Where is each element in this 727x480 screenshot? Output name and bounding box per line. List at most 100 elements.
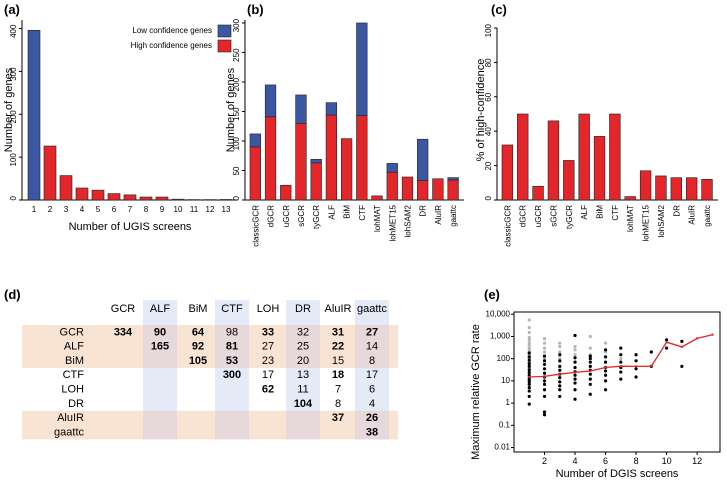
table-cell: 22 xyxy=(332,341,344,353)
x-tick-label: 6 xyxy=(112,205,117,214)
overlap-shade xyxy=(286,325,320,368)
panel-label: (c) xyxy=(491,2,507,17)
legend-label-low: Low confidence genes xyxy=(132,26,212,35)
x-tick-label: dGCR xyxy=(267,205,276,227)
x-tick-label: sGCR xyxy=(549,205,558,227)
trend-point xyxy=(604,366,607,369)
x-tick-label: lohSAM2 xyxy=(657,204,666,237)
bar xyxy=(639,170,652,201)
bar-high xyxy=(75,187,89,201)
y-tick-label: 1,000 xyxy=(490,332,511,341)
column-header: GCR xyxy=(111,303,136,315)
gray-point xyxy=(558,344,562,349)
bar-low xyxy=(386,163,398,173)
bar-high xyxy=(123,194,137,201)
table-cell: 27 xyxy=(262,341,274,353)
y-tick-label: 10 xyxy=(501,376,510,385)
bar xyxy=(578,113,590,201)
table-cell: 26 xyxy=(366,412,378,424)
x-tick-label: 6 xyxy=(603,456,608,466)
black-point xyxy=(603,355,608,359)
black-point xyxy=(573,397,577,401)
bar-high xyxy=(386,171,398,201)
gray-point xyxy=(542,336,547,341)
black-point xyxy=(619,370,623,374)
gray-point xyxy=(542,341,547,345)
bar xyxy=(547,120,560,201)
black-point xyxy=(573,377,577,381)
black-point xyxy=(527,358,531,362)
gray-point xyxy=(558,341,562,345)
panel-c: (c) 0 20 40 60 80 100 classicGCR dGCR uGCR sGCR tyG… xyxy=(475,2,718,247)
x-tick-label: 4 xyxy=(80,205,85,214)
table-cell: 32 xyxy=(297,326,309,338)
bar xyxy=(609,113,621,201)
black-point xyxy=(542,388,547,392)
black-point xyxy=(527,368,531,372)
x-tick-label: AluIR xyxy=(434,205,443,225)
panel-label: (d) xyxy=(4,287,21,302)
legend-label-high: High confidence genes xyxy=(131,41,212,50)
black-point xyxy=(558,394,562,399)
y-tick-label: 400 xyxy=(9,24,18,38)
panel-label: (e) xyxy=(484,287,500,302)
y-axis-label: % of high-confidence xyxy=(475,59,487,162)
black-point xyxy=(573,333,577,338)
black-point xyxy=(573,360,577,364)
gray-point xyxy=(619,357,623,361)
x-tick-label: BiM xyxy=(596,205,605,219)
black-point xyxy=(542,362,547,367)
bar-high xyxy=(43,145,57,201)
legend-swatch-low xyxy=(217,24,232,38)
black-point xyxy=(542,394,547,399)
x-tick-label: 10 xyxy=(662,456,672,466)
bar-low xyxy=(249,133,261,148)
black-point xyxy=(573,365,577,370)
trend-point xyxy=(711,333,714,336)
table-cell: 64 xyxy=(192,326,205,338)
black-point xyxy=(588,382,592,386)
panel-label: (a) xyxy=(4,2,20,17)
x-tick-label: tyGCR xyxy=(565,205,574,229)
trend-point xyxy=(650,364,653,368)
table-cell: 334 xyxy=(114,326,133,338)
trend-point xyxy=(634,365,638,368)
bar xyxy=(501,144,514,201)
column-header: AluIR xyxy=(325,303,352,315)
column-header: BiM xyxy=(189,303,208,315)
x-tick-label: dGCR xyxy=(519,205,528,227)
y-tick-label: 80 xyxy=(484,58,493,67)
black-point xyxy=(619,360,623,364)
gray-point xyxy=(527,341,531,345)
trend-point xyxy=(589,369,592,373)
row-label: CTF xyxy=(63,369,85,381)
black-point xyxy=(542,410,547,414)
x-tick-label: 7 xyxy=(128,205,133,214)
table-cell: 25 xyxy=(297,341,309,353)
gray-point xyxy=(542,350,547,354)
table-cell: 62 xyxy=(262,383,274,395)
black-point xyxy=(603,369,608,373)
trend-point xyxy=(695,337,699,340)
black-point xyxy=(527,351,531,355)
table-cell: 38 xyxy=(366,426,378,438)
black-point xyxy=(603,360,608,364)
x-tick-label: lohMET15 xyxy=(642,204,651,241)
overlap-shade xyxy=(215,410,249,440)
gray-point xyxy=(527,338,531,342)
x-tick-label: ALF xyxy=(327,205,336,220)
black-point xyxy=(603,373,608,377)
row-label: ALF xyxy=(64,341,84,353)
gray-point xyxy=(573,353,577,357)
x-tick-label: uGCR xyxy=(534,205,543,227)
bar xyxy=(563,160,575,201)
bar-high xyxy=(171,198,185,201)
black-point xyxy=(527,378,531,382)
black-point xyxy=(573,373,577,377)
trend-point xyxy=(558,372,561,376)
x-tick-label: 9 xyxy=(160,205,165,214)
table-cell: 37 xyxy=(332,412,344,424)
overlap-shade xyxy=(143,410,177,440)
gray-point xyxy=(558,350,562,354)
